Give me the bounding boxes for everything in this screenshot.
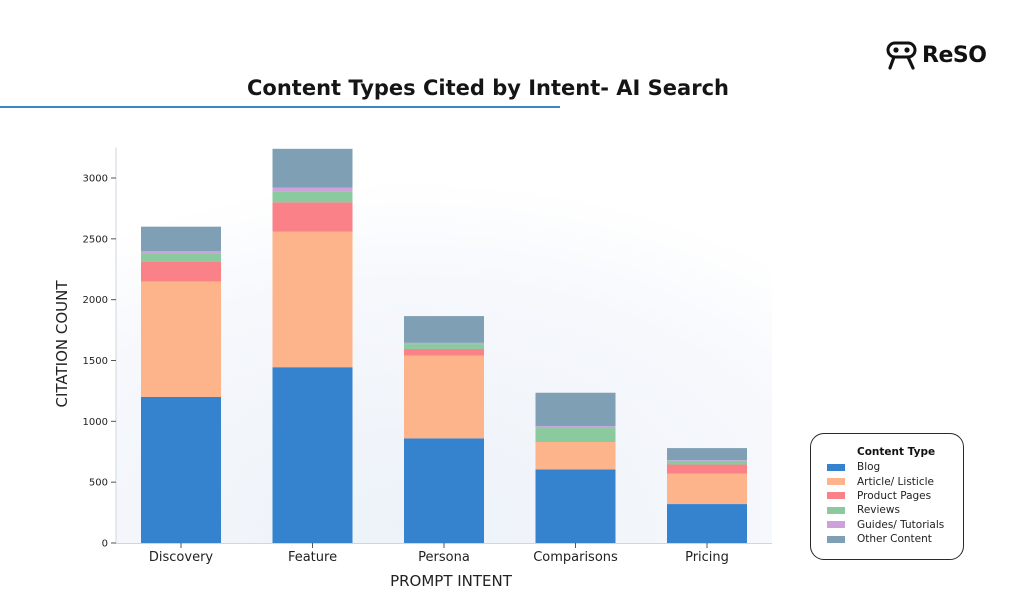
- bar-segment: [141, 261, 221, 282]
- legend-item: Blog: [827, 460, 963, 474]
- x-axis: Discovery Feature Persona Comparisons Pricin…: [116, 543, 772, 565]
- y-axis: 0 500 1000 1500 2000 2500 3000: [83, 147, 117, 550]
- legend-item: Guides/ Tutorials: [827, 518, 963, 532]
- y-tick-label: 1500: [83, 356, 108, 367]
- bar-segment: [141, 397, 221, 543]
- bar-segment: [535, 426, 616, 429]
- bar-segment: [535, 469, 616, 543]
- legend-swatch: [827, 521, 845, 529]
- brand-logo-text: ReSO: [922, 42, 987, 68]
- legend-swatch: [827, 478, 845, 486]
- legend-label: Reviews: [857, 504, 900, 517]
- legend-label: Product Pages: [857, 489, 932, 502]
- reso-robot-icon: [886, 41, 917, 70]
- bar-segment: [667, 473, 747, 505]
- bar-segment: [272, 191, 353, 203]
- bar-segment: [667, 460, 747, 461]
- bar-segment: [272, 367, 353, 543]
- bar-segment: [272, 187, 353, 192]
- legend-item: Article/ Listicle: [827, 474, 963, 488]
- y-tick-label: 2000: [83, 295, 108, 306]
- brand-logo: ReSO: [886, 40, 987, 70]
- bar-segment: [141, 281, 221, 397]
- legend-label: Article/ Listicle: [857, 475, 934, 488]
- bar-segment: [404, 342, 484, 345]
- legend-item: Reviews: [827, 503, 963, 517]
- x-tick-label: Comparisons: [533, 550, 618, 565]
- x-axis-label: PROMPT INTENT: [390, 572, 513, 590]
- y-axis-label: CITATION COUNT: [53, 280, 71, 408]
- bar-segment: [141, 226, 221, 251]
- legend-label: Other Content: [857, 533, 932, 546]
- bar-segment: [535, 442, 616, 470]
- bar-segment: [667, 460, 747, 465]
- bars-group: [141, 148, 747, 543]
- bar-segment: [272, 202, 353, 232]
- bar-segment: [667, 504, 747, 543]
- legend-swatch: [827, 506, 845, 514]
- bar-segment: [535, 392, 616, 427]
- legend: Content Type Blog Article/ Listicle Produc…: [810, 433, 964, 560]
- bar-segment: [535, 428, 616, 443]
- x-tick-label: Discovery: [149, 550, 214, 565]
- title-underline: [0, 106, 560, 108]
- bar-segment: [404, 348, 484, 356]
- bar-segment: [667, 464, 747, 474]
- y-tick-label: 500: [89, 478, 108, 489]
- bar-segment: [404, 355, 484, 439]
- legend-items: Blog Article/ Listicle Product Pages Review…: [827, 460, 963, 546]
- legend-label: Blog: [857, 461, 881, 474]
- bar-segment: [272, 148, 353, 188]
- y-tick-label: 1000: [83, 417, 108, 428]
- legend-title: Content Type: [857, 446, 936, 458]
- x-tick-label: Feature: [288, 550, 337, 565]
- legend-label: Guides/ Tutorials: [857, 518, 945, 531]
- legend-swatch: [827, 492, 845, 500]
- bar-segment: [272, 231, 353, 368]
- y-tick-label: 0: [102, 539, 108, 550]
- bar-segment: [404, 344, 484, 349]
- legend-item: Product Pages: [827, 489, 963, 503]
- legend-swatch: [827, 463, 845, 471]
- x-tick-label: Pricing: [685, 550, 729, 565]
- bar-segment: [141, 253, 221, 262]
- y-tick-label: 2500: [83, 234, 108, 245]
- legend-item: Other Content: [827, 532, 963, 546]
- chart-title: Content Types Cited by Intent- AI Search: [247, 76, 729, 100]
- bar-segment: [404, 316, 484, 343]
- legend-swatch: [827, 535, 845, 543]
- bar-segment: [667, 448, 747, 461]
- bar-segment: [404, 438, 484, 543]
- y-tick-label: 3000: [83, 174, 108, 185]
- bar-segment: [141, 251, 221, 254]
- x-tick-label: Persona: [418, 550, 470, 565]
